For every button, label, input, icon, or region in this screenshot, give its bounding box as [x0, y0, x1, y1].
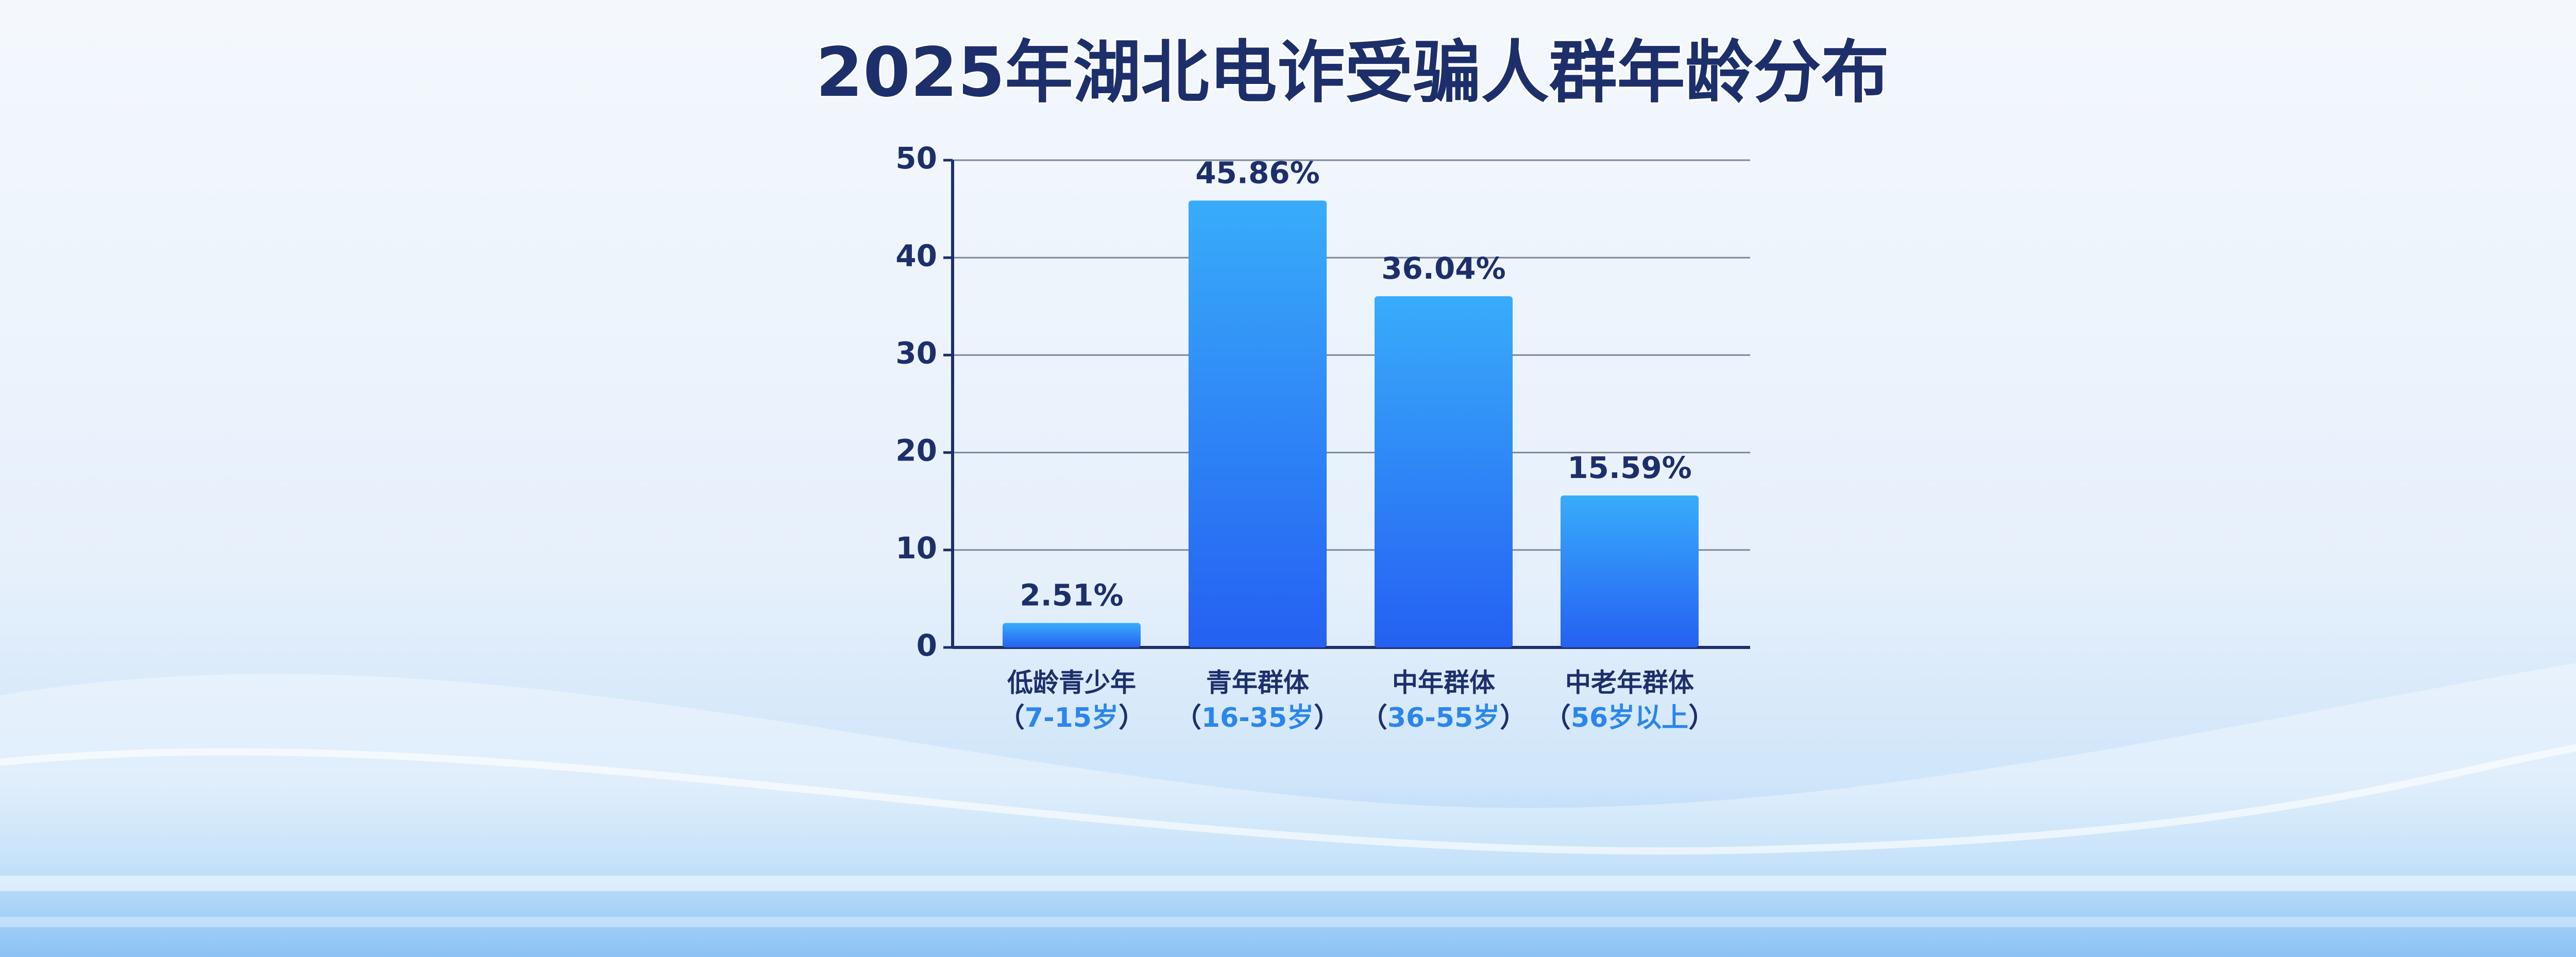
plot: 010203040502.51%低龄青少年（7-15岁）45.86%青年群体（1… — [895, 141, 1750, 733]
bracket: （ — [998, 703, 1025, 733]
bracket: ） — [1118, 703, 1145, 733]
x-tick-range: （7-15岁） — [998, 703, 1145, 733]
value-label: 36.04% — [1381, 251, 1506, 286]
range: 7-15岁 — [1025, 703, 1118, 733]
value-label: 15.59% — [1567, 450, 1692, 485]
y-tick-label: 50 — [895, 141, 937, 176]
range: 16-35岁 — [1201, 703, 1314, 733]
y-tick-label: 20 — [895, 433, 937, 468]
bar — [1561, 495, 1699, 647]
x-tick-range: （56岁以上） — [1544, 703, 1715, 733]
x-tick-label: 青年群体 — [1206, 668, 1309, 698]
range: 36-55岁 — [1387, 703, 1500, 733]
bracket: ） — [1500, 703, 1527, 733]
bar — [1189, 200, 1327, 647]
y-tick-label: 40 — [895, 238, 937, 273]
y-tick-label: 30 — [895, 336, 937, 371]
chart-title: 2025年湖北电诈受骗人群年龄分布 — [816, 33, 1889, 112]
bracket: （ — [1361, 703, 1387, 733]
y-tick-label: 0 — [917, 628, 937, 663]
x-tick-label: 低龄青少年 — [1007, 668, 1136, 698]
x-tick-label: 中老年群体 — [1565, 668, 1694, 698]
bracket: ） — [1688, 703, 1715, 733]
stripe — [0, 876, 2576, 891]
bracket: ） — [1314, 703, 1341, 733]
bar — [1375, 296, 1513, 647]
y-tick-label: 10 — [895, 531, 937, 566]
stripe — [0, 917, 2576, 927]
range: 56岁以上 — [1571, 703, 1688, 733]
bracket: （ — [1544, 703, 1571, 733]
wave-line — [0, 744, 2576, 855]
x-tick-range: （16-35岁） — [1175, 703, 1341, 733]
bracket: （ — [1175, 703, 1201, 733]
x-tick-label: 中年群体 — [1392, 668, 1495, 698]
x-tick-range: （36-55岁） — [1361, 703, 1527, 733]
value-label: 2.51% — [1020, 578, 1123, 613]
value-label: 45.86% — [1195, 155, 1320, 190]
bar — [1003, 623, 1141, 647]
